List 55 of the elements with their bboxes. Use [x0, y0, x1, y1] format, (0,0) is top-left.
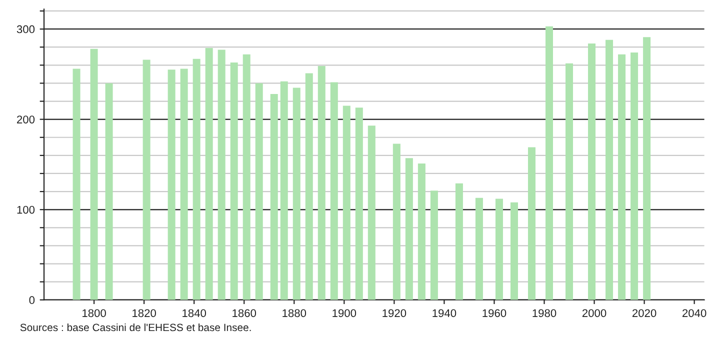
bar [510, 202, 518, 300]
bar [180, 68, 188, 300]
bar [242, 54, 250, 300]
x-tick-label: 2000 [582, 309, 606, 318]
bar [606, 40, 614, 300]
bar [630, 52, 638, 300]
bar [192, 58, 200, 300]
bar [618, 54, 626, 300]
bar [230, 62, 238, 300]
bar [392, 144, 400, 300]
bar [142, 60, 150, 300]
bar [528, 147, 536, 300]
bar [588, 43, 596, 300]
bar [168, 70, 176, 300]
bar [430, 190, 438, 300]
bar [546, 26, 553, 300]
x-tick-label: 2040 [682, 309, 706, 318]
x-tick-label: 1840 [182, 309, 206, 318]
bar [255, 83, 263, 300]
x-tick-label: 1920 [382, 309, 406, 318]
bar [318, 66, 326, 300]
x-tick-label: 1820 [132, 309, 156, 318]
x-tick-label: 1940 [432, 309, 456, 318]
bar [355, 108, 363, 300]
y-tick-label: 300 [16, 25, 35, 34]
bar [495, 198, 503, 300]
bar [305, 73, 313, 300]
x-tick-label: 1980 [532, 309, 556, 318]
bar [330, 82, 338, 300]
x-tick-label: 2020 [632, 309, 656, 318]
x-tick-label: 1800 [82, 309, 106, 318]
bar [218, 50, 226, 300]
bar [405, 158, 413, 300]
bar [368, 126, 376, 300]
bar [205, 48, 213, 300]
bar [292, 88, 300, 300]
bar [90, 48, 98, 300]
bar [280, 81, 288, 300]
y-tick-label: 0 [29, 296, 35, 304]
bar [455, 183, 463, 300]
x-tick-label: 1860 [232, 309, 256, 318]
x-tick-label: 1900 [332, 309, 356, 318]
source-note: Sources : base Cassini de l'EHESS et base Insee. [20, 323, 251, 332]
bar [566, 63, 574, 300]
bar [418, 164, 426, 300]
bar [270, 94, 278, 300]
x-tick-label: 1960 [482, 309, 506, 318]
bar [342, 106, 350, 300]
bar [643, 37, 651, 300]
bar [105, 83, 113, 300]
bar [475, 198, 483, 300]
y-tick-label: 200 [17, 116, 35, 124]
x-tick-label: 1880 [282, 309, 306, 318]
y-tick-label: 100 [17, 206, 35, 214]
bar [72, 68, 80, 300]
